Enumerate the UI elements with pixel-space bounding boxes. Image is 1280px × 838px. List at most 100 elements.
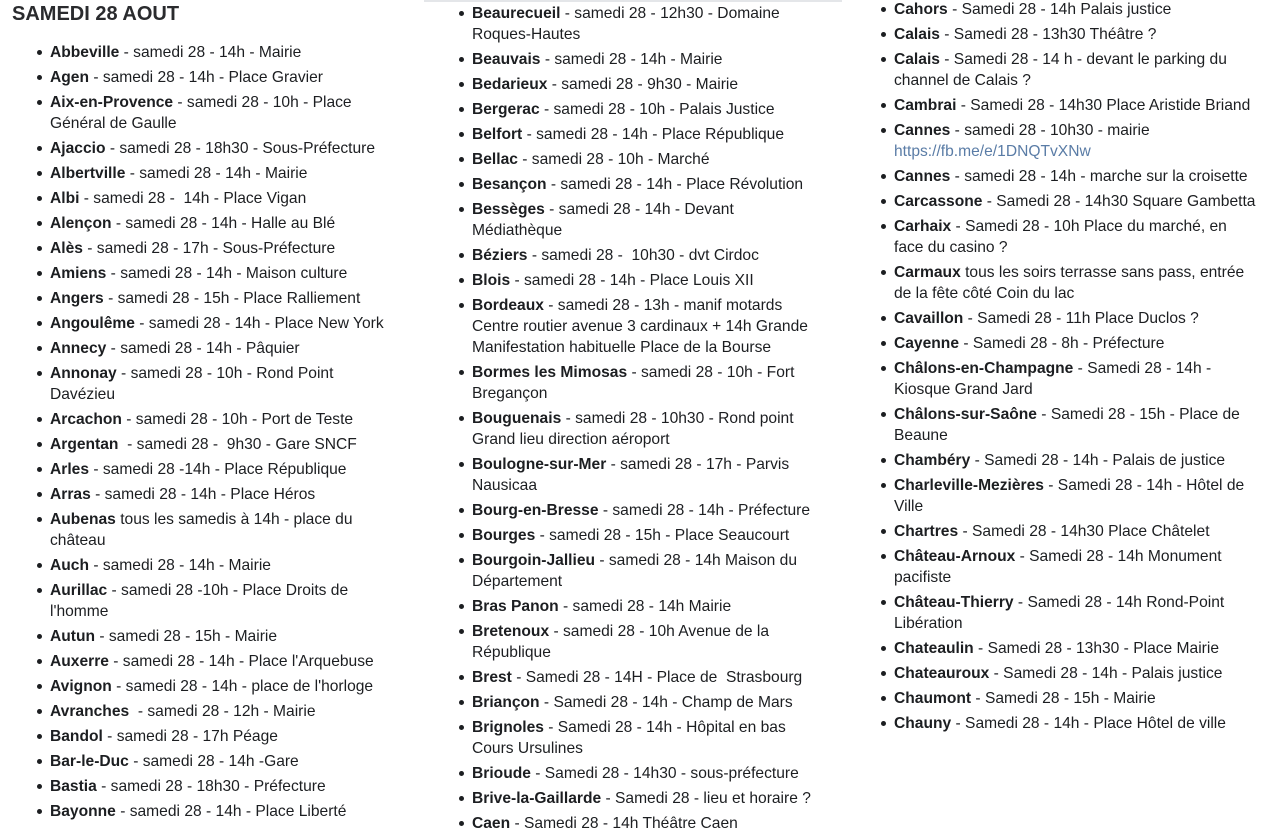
event-details: - samedi 28 - 18h30 - Sous-Préfecture (105, 140, 376, 157)
city-name: Albi (50, 190, 80, 207)
city-name: Ajaccio (50, 140, 106, 157)
list-item: Ajaccio - samedi 28 - 18h30 - Sous-Préfe… (37, 138, 402, 159)
city-name: Auxerre (50, 653, 109, 670)
list-item: Chaumont - Samedi 28 - 15h - Mairie (881, 688, 1256, 709)
city-name: Bastia (50, 778, 97, 795)
event-details: - samedi 28 - 14h -Gare (128, 753, 299, 770)
list-item: Angers - samedi 28 - 15h - Place Ralliem… (37, 288, 402, 309)
list-item: Charleville-Mezières - Samedi 28 - 14h -… (881, 475, 1256, 517)
event-details: - Samedi 28 - 14h - Palais justice (989, 665, 1223, 682)
city-name: Autun (50, 628, 96, 645)
event-details: - Samedi 28 - 14h - Hôtel de Ville (894, 477, 1249, 515)
city-name: Cahors (894, 1, 948, 18)
list-item: Aurillac - samedi 28 -10h - Place Droits… (37, 580, 402, 622)
event-details: - samedi 28 - 14h - marche sur la croise… (950, 168, 1248, 185)
list-item: Châlons-sur-Saône - Samedi 28 - 15h - Pl… (881, 404, 1256, 446)
city-name: Calais (894, 51, 940, 68)
event-details: - samedi 28 - 10h30 - mairie (950, 122, 1155, 139)
list-item: Brive-la-Gaillarde - Samedi 28 - lieu et… (459, 788, 824, 809)
city-name: Châlons-en-Champagne (894, 360, 1074, 377)
event-details: - Samedi 28 - 14h - Hôpital en bas Cours… (472, 719, 791, 757)
city-name: Cavaillon (894, 310, 964, 327)
event-details: tous les samedis à 14h - place du châtea… (50, 511, 357, 549)
city-name: Bessèges (472, 201, 545, 218)
city-name: Château-Arnoux (894, 548, 1016, 565)
list-item: Caen - Samedi 28 - 14h Théâtre Caen (459, 813, 824, 834)
event-details: - samedi 28 - 14h Maison du Département (472, 552, 802, 590)
list-item: Aix-en-Provence - samedi 28 - 10h - Plac… (37, 92, 402, 134)
list-item: Amiens - samedi 28 - 14h - Maison cultur… (37, 263, 402, 284)
event-details: - samedi 28 -10h - Place Droits de l'hom… (50, 582, 353, 620)
event-details: - Samedi 28 - 14h Palais justice (947, 1, 1172, 18)
list-item: Bordeaux - samedi 28 - 13h - manif motar… (459, 295, 824, 358)
list-item: Bar-le-Duc - samedi 28 - 14h -Gare (37, 751, 402, 772)
event-details: - samedi 28 - 18h30 - Préfecture (96, 778, 326, 795)
event-details: - Samedi 28 - 14h Rond-Point Libération (894, 594, 1229, 632)
event-details: - Samedi 28 - 14h Théâtre Caen (510, 815, 738, 832)
list-item: Besançon - samedi 28 - 14h - Place Révol… (459, 174, 824, 195)
city-name: Carhaix (894, 218, 952, 235)
event-details: - samedi 28 - 14h - Place Héros (90, 486, 316, 503)
city-name: Brignoles (472, 719, 544, 736)
city-name: Alençon (50, 215, 112, 232)
list-item: Calais - Samedi 28 - 13h30 Théâtre ? (881, 24, 1256, 45)
event-details: - samedi 28 - 14h - Place l'Arquebuse (108, 653, 374, 670)
event-details: - samedi 28 - 12h30 - Domaine Roques-Hau… (472, 5, 785, 43)
city-name: Avignon (50, 678, 112, 695)
city-name: Bedarieux (472, 76, 548, 93)
list-item: Château-Thierry - Samedi 28 - 14h Rond-P… (881, 592, 1256, 634)
divider (424, 0, 842, 2)
event-details: - samedi 28 - 14h - Pâquier (106, 340, 300, 357)
list-item: Bellac - samedi 28 - 10h - Marché (459, 149, 824, 170)
list-item: Albertville - samedi 28 - 14h - Mairie (37, 163, 402, 184)
city-name: Brest (472, 669, 512, 686)
city-name: Châlons-sur-Saône (894, 406, 1037, 423)
city-name: Chateaulin (894, 640, 974, 657)
list-item: Bastia - samedi 28 - 18h30 - Préfecture (37, 776, 402, 797)
event-details: - samedi 28 - 14h - Maison culture (106, 265, 348, 282)
list-item: Aubenas tous les samedis à 14h - place d… (37, 509, 402, 551)
list-item: Abbeville - samedi 28 - 14h - Mairie (37, 42, 402, 63)
event-details: - samedi 28 - 14h - Mairie (119, 44, 302, 61)
event-details: - Samedi 28 - lieu et horaire ? (601, 790, 811, 807)
city-name: Caen (472, 815, 511, 832)
list-item: Bourges - samedi 28 - 15h - Place Seauco… (459, 525, 824, 546)
list-item: Chambéry - Samedi 28 - 14h - Palais de j… (881, 450, 1256, 471)
event-details: - samedi 28 - 10h - Fort Bregançon (472, 364, 799, 402)
city-name: Beaurecueil (472, 5, 561, 22)
list-item: Cambrai - Samedi 28 - 14h30 Place Aristi… (881, 95, 1256, 116)
list-item: Beauvais - samedi 28 - 14h - Mairie (459, 49, 824, 70)
event-details: - Samedi 28 - 14h30 Square Gambetta (982, 193, 1256, 210)
event-details: - Samedi 28 - 14h30 - sous-préfecture (530, 765, 799, 782)
list-item: Bourgoin-Jallieu - samedi 28 - 14h Maiso… (459, 550, 824, 592)
event-details: - samedi 28 - 10h Avenue de la Républiqu… (472, 623, 774, 661)
city-name: Cayenne (894, 335, 960, 352)
event-details: - samedi 28 - 14h - Devant Médiathèque (472, 201, 739, 239)
city-name: Bretenoux (472, 623, 550, 640)
event-details: - Samedi 28 - 13h30 Théâtre ? (939, 26, 1157, 43)
list-item: Bourg-en-Bresse - samedi 28 - 14h - Préf… (459, 500, 824, 521)
list-item: Auxerre - samedi 28 - 14h - Place l'Arqu… (37, 651, 402, 672)
event-details: - Samedi 28 - 8h - Préfecture (959, 335, 1165, 352)
city-name: Angoulême (50, 315, 135, 332)
event-details: - Samedi 28 - 14h Monument pacifiste (894, 548, 1226, 586)
city-name: Argentan (50, 436, 119, 453)
city-name: Carcassone (894, 193, 983, 210)
city-name: Annecy (50, 340, 107, 357)
city-name: Bayonne (50, 803, 116, 820)
event-details: - samedi 28 - 17h - Sous-Préfecture (82, 240, 336, 257)
city-name: Beauvais (472, 51, 541, 68)
event-details: tous les soirs terrasse sans pass, entré… (894, 264, 1249, 302)
event-link[interactable]: https://fb.me/e/1DNQTvXNw (894, 143, 1091, 160)
city-name: Albertville (50, 165, 126, 182)
city-name: Aurillac (50, 582, 108, 599)
city-name: Bourges (472, 527, 536, 544)
list-item: Briançon - Samedi 28 - 14h - Champ de Ma… (459, 692, 824, 713)
city-name: Arcachon (50, 411, 122, 428)
list-item: Brioude - Samedi 28 - 14h30 - sous-préfe… (459, 763, 824, 784)
list-item: Belfort - samedi 28 - 14h - Place Républ… (459, 124, 824, 145)
list-item: Carcassone - Samedi 28 - 14h30 Square Ga… (881, 191, 1256, 212)
event-list-column-3: Cahors - Samedi 28 - 14h Palais justice C… (881, 0, 1256, 738)
event-details: - samedi 28 - 17h - Parvis Nausicaa (472, 456, 794, 494)
list-item: Bouguenais - samedi 28 - 10h30 - Rond po… (459, 408, 824, 450)
